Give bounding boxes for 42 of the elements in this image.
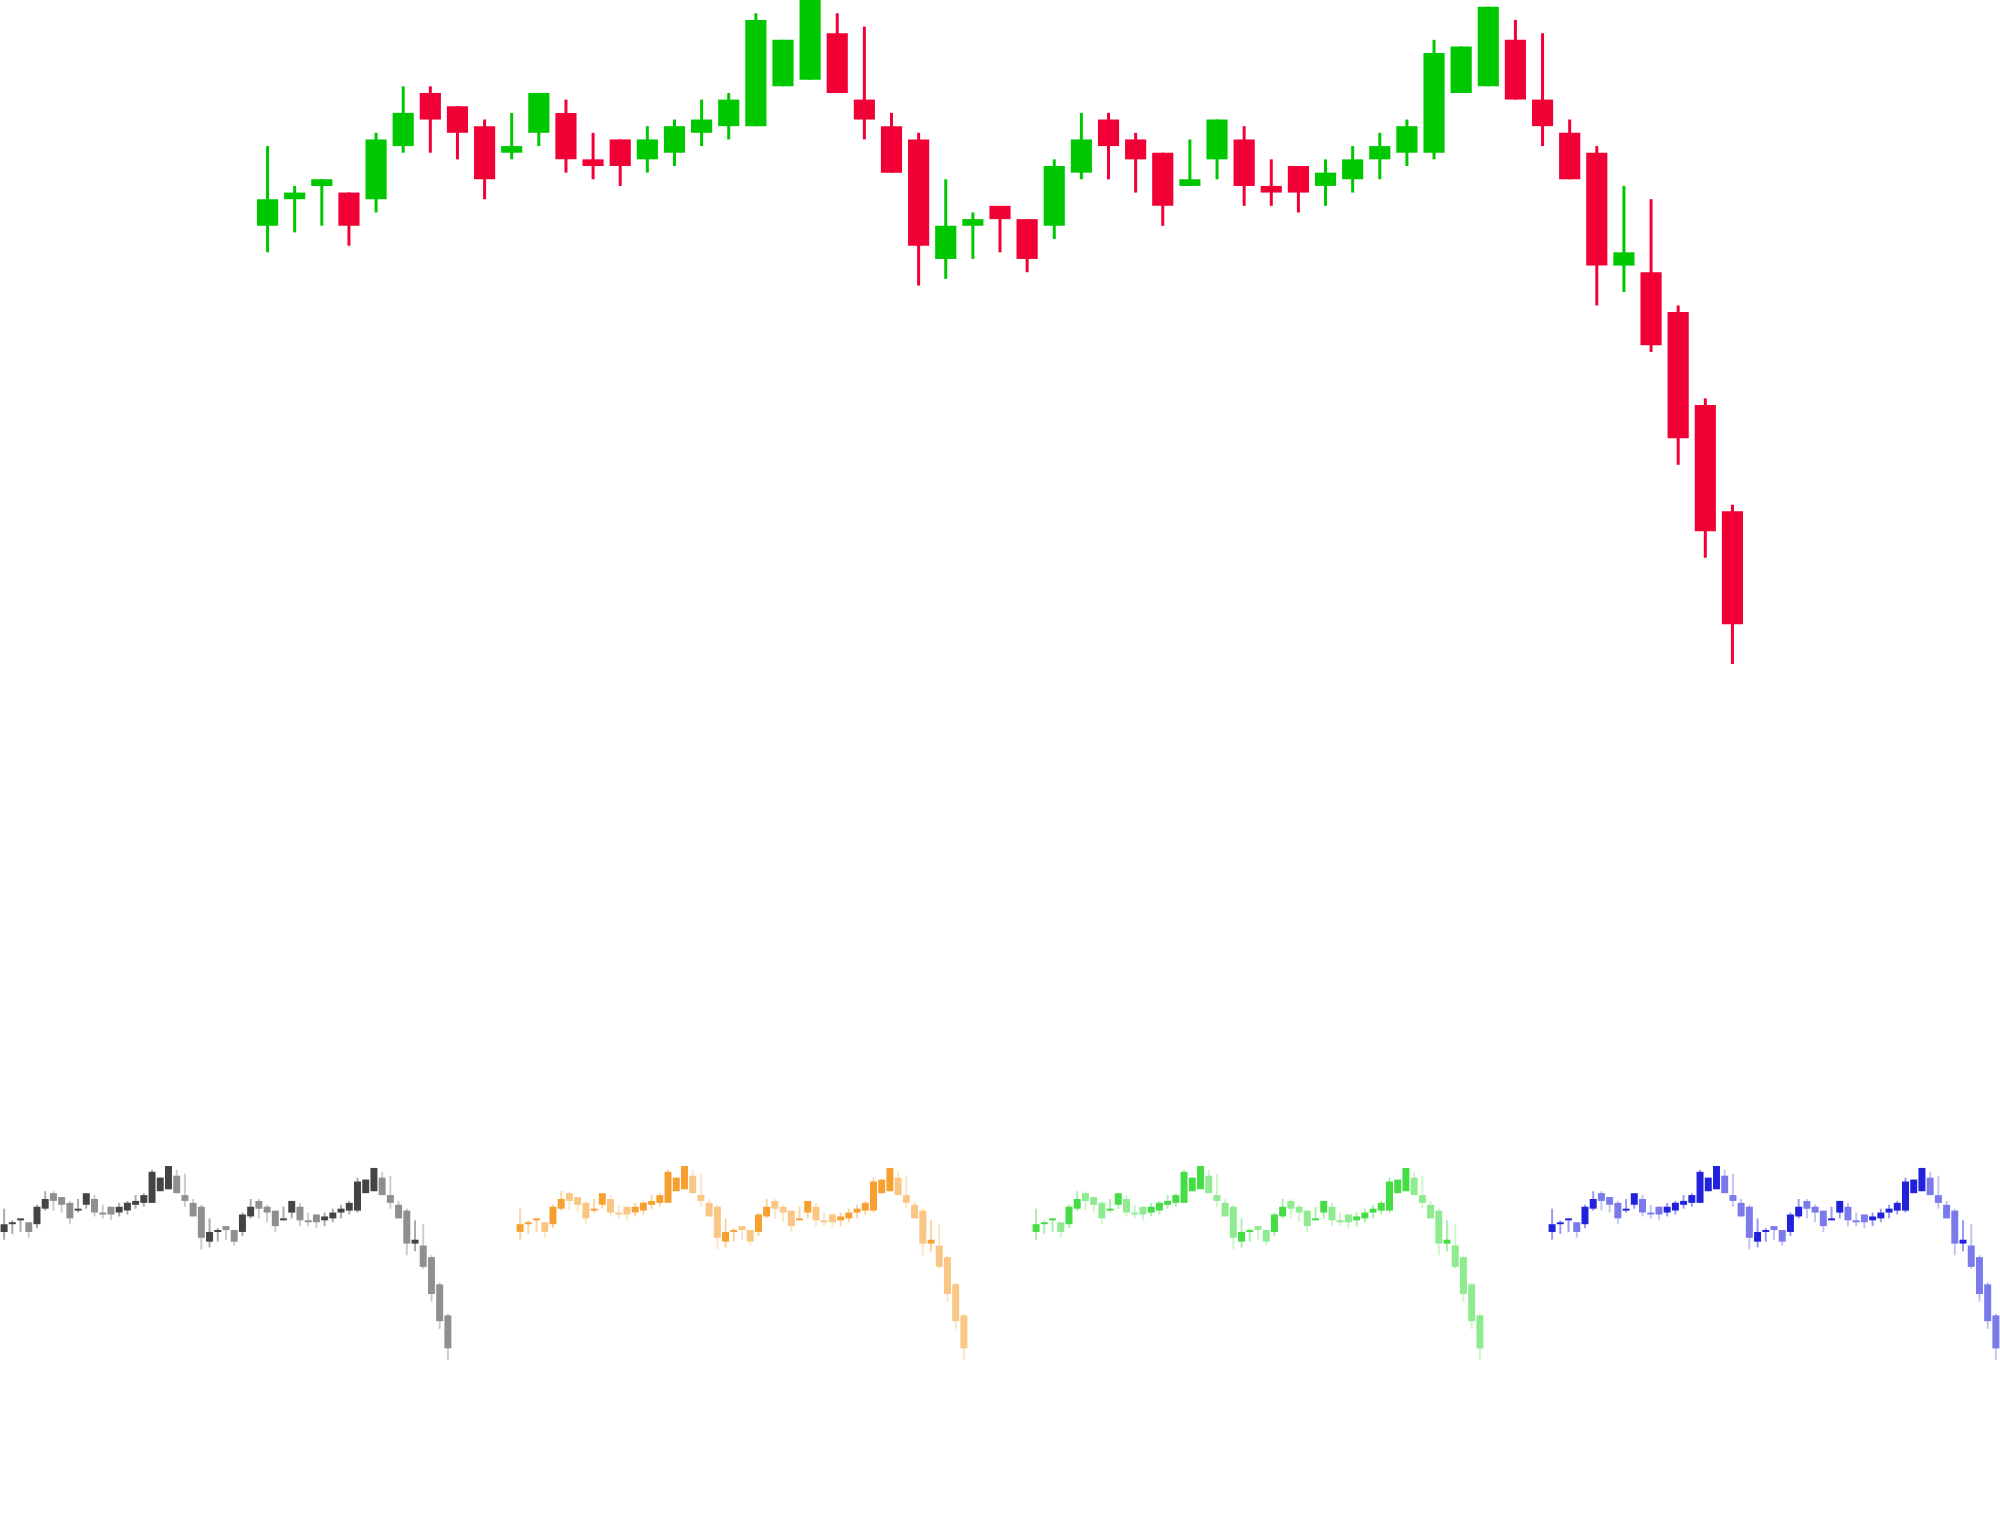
candlestick: [663, 118, 686, 168]
candlestick: [1125, 131, 1147, 195]
candlestick: [1233, 124, 1255, 208]
candlestick: [853, 25, 875, 141]
candlestick: [1097, 111, 1120, 181]
candlestick: [935, 177, 957, 281]
candlestick: [1369, 131, 1391, 181]
candlestick: [419, 84, 441, 155]
candlestick: [1260, 157, 1282, 208]
candlestick: [1613, 184, 1635, 294]
candlestick: [1016, 217, 1038, 274]
candlestick: [989, 204, 1011, 254]
candlestick: [501, 111, 523, 161]
candlestick: [636, 124, 658, 175]
candlestick: [1314, 157, 1337, 208]
candlestick: [338, 191, 360, 248]
candlestick: [1450, 44, 1472, 95]
candlestick: [392, 84, 414, 155]
candlestick: [691, 98, 713, 148]
candlestick: [1179, 137, 1201, 188]
candlestick: [1342, 144, 1364, 195]
candlestick: [284, 184, 306, 234]
candlestick: [1287, 164, 1309, 214]
candlestick: [148, 1168, 156, 1204]
candlestick: [1206, 118, 1228, 181]
candlestick: [962, 210, 984, 261]
candlestick: [1396, 118, 1418, 168]
candlestick: [528, 91, 550, 148]
candlestick: [311, 177, 333, 228]
candlestick: [582, 131, 604, 181]
candlestick: [1559, 118, 1581, 181]
candlestick: [1696, 1168, 1704, 1204]
candlestick: [1180, 1168, 1188, 1204]
candlestick: [1070, 111, 1092, 181]
candlestick: [718, 91, 740, 141]
candlestick: [555, 98, 577, 175]
candlestick: [664, 1168, 672, 1204]
candlestick: [1531, 31, 1554, 148]
candlestick: [609, 137, 631, 188]
candlestick: [880, 111, 903, 175]
candlestick: [256, 144, 279, 254]
candlestick: [446, 104, 469, 161]
